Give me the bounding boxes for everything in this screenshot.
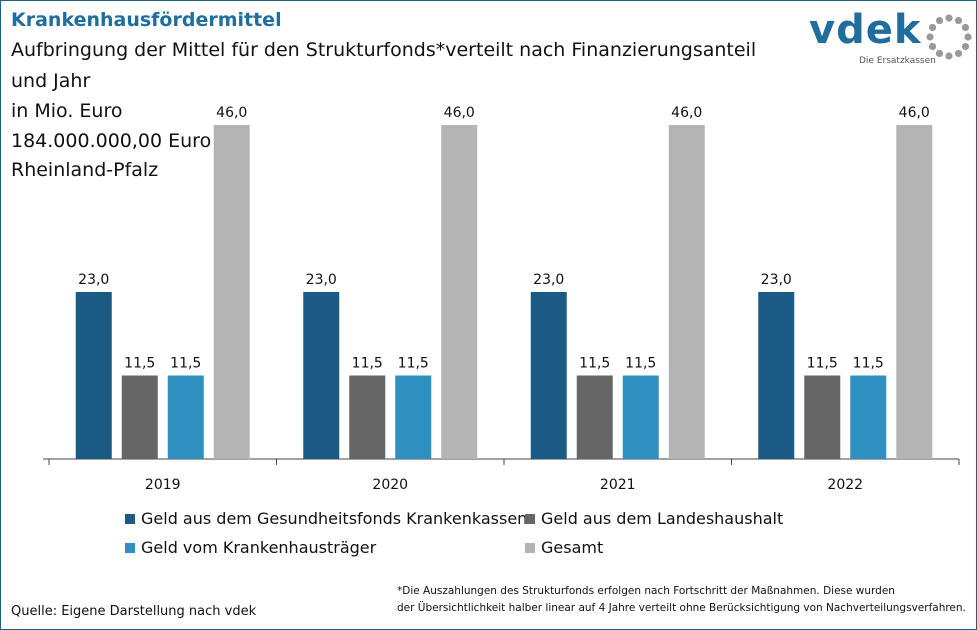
chart-subtitle-line-2: und Jahr <box>11 70 91 92</box>
source-note: Quelle: Eigene Darstellung nach vdek <box>11 604 257 619</box>
footnote-line-2: der Übersichtlichkeit halber linear auf … <box>397 602 966 614</box>
bar <box>349 375 386 459</box>
data-label: 11,5 <box>352 356 383 372</box>
data-label: 11,5 <box>579 356 610 372</box>
bar <box>75 292 112 459</box>
data-label: 11,5 <box>807 356 838 372</box>
bar <box>121 375 158 459</box>
bar <box>576 375 613 459</box>
data-label: 11,5 <box>853 356 884 372</box>
logo-ring-dot <box>928 42 937 51</box>
data-label: 23,0 <box>78 272 109 288</box>
bar <box>758 292 795 459</box>
logo-ring-dot <box>935 16 944 25</box>
logo-ring-dot <box>926 33 934 41</box>
data-label: 11,5 <box>398 356 429 372</box>
logo-ring-dot <box>954 49 963 58</box>
chart-subtitle-line-1: Aufbringung der Mittel für den Strukturf… <box>11 39 757 61</box>
data-label: 46,0 <box>444 105 475 121</box>
bar-chart: 23,0 11,5 11,5 46,0 2019 23,0 11,5 11,5 46,0 2020… <box>43 105 960 493</box>
logo-ring-dot <box>961 23 970 32</box>
data-label: 23,0 <box>533 272 564 288</box>
logo-ring-dot <box>961 42 970 51</box>
data-label: 11,5 <box>625 356 656 372</box>
logo-text: vdek <box>809 7 922 53</box>
legend-swatch <box>525 542 535 553</box>
chart-subtitle-line-4: 184.000.000,00 Euro <box>11 130 212 152</box>
bar <box>167 375 204 459</box>
footnote-line-1: *Die Auszahlungen des Strukturfonds erfo… <box>397 585 895 597</box>
bar <box>441 125 478 459</box>
legend-item-gesundheitsfonds: Geld aus dem Gesundheitsfonds Krankenkas… <box>125 509 527 528</box>
data-label: 11,5 <box>170 356 201 372</box>
x-tick-label: 2021 <box>600 477 636 493</box>
bar <box>303 292 340 459</box>
logo-ring-dot <box>945 14 953 22</box>
logo-ring-dot <box>954 16 963 25</box>
bar <box>896 125 933 459</box>
bar <box>668 125 705 459</box>
data-label: 46,0 <box>899 105 930 121</box>
bar <box>213 125 250 459</box>
logo-ring-dot <box>928 23 937 32</box>
x-tick-label: 2020 <box>372 477 408 493</box>
bar <box>804 375 841 459</box>
chart-subtitle-line-3: in Mio. Euro <box>11 100 123 122</box>
vdek-logo: vdek Die Ersatzkassen <box>809 7 974 75</box>
bar <box>530 292 567 459</box>
chart-subtitle-line-5: Rheinland-Pfalz <box>11 159 159 181</box>
logo-ring-dot <box>945 52 953 60</box>
bar <box>850 375 887 459</box>
legend-item-krankenhaustraeger: Geld vom Krankenhausträger <box>125 538 376 557</box>
data-label: 46,0 <box>671 105 702 121</box>
data-label: 46,0 <box>216 105 247 121</box>
legend-label: Gesamt <box>541 538 604 557</box>
header-title: Krankenhausfördermittel <box>11 9 282 31</box>
legend-item-gesamt: Gesamt <box>525 538 603 557</box>
legend-swatch <box>125 542 135 553</box>
legend-swatch <box>125 513 135 524</box>
logo-tagline: Die Ersatzkassen <box>859 56 936 66</box>
legend-label: Geld aus dem Landeshaushalt <box>541 509 784 528</box>
legend-label: Geld vom Krankenhausträger <box>141 538 377 557</box>
bar <box>395 375 432 459</box>
footnote: *Die Auszahlungen des Strukturfonds erfo… <box>397 583 972 617</box>
logo-ring-dot <box>964 33 972 41</box>
data-label: 11,5 <box>124 356 155 372</box>
x-tick-label: 2019 <box>145 477 181 493</box>
data-label: 23,0 <box>306 272 337 288</box>
bar <box>622 375 659 459</box>
x-tick-label: 2022 <box>827 477 863 493</box>
logo-ring-dot <box>935 49 944 58</box>
legend-swatch <box>525 513 535 524</box>
legend-label: Geld aus dem Gesundheitsfonds Krankenkas… <box>141 509 528 528</box>
legend-item-landeshaushalt: Geld aus dem Landeshaushalt <box>525 509 783 528</box>
dotted-ring-icon <box>926 14 972 60</box>
data-label: 23,0 <box>761 272 792 288</box>
